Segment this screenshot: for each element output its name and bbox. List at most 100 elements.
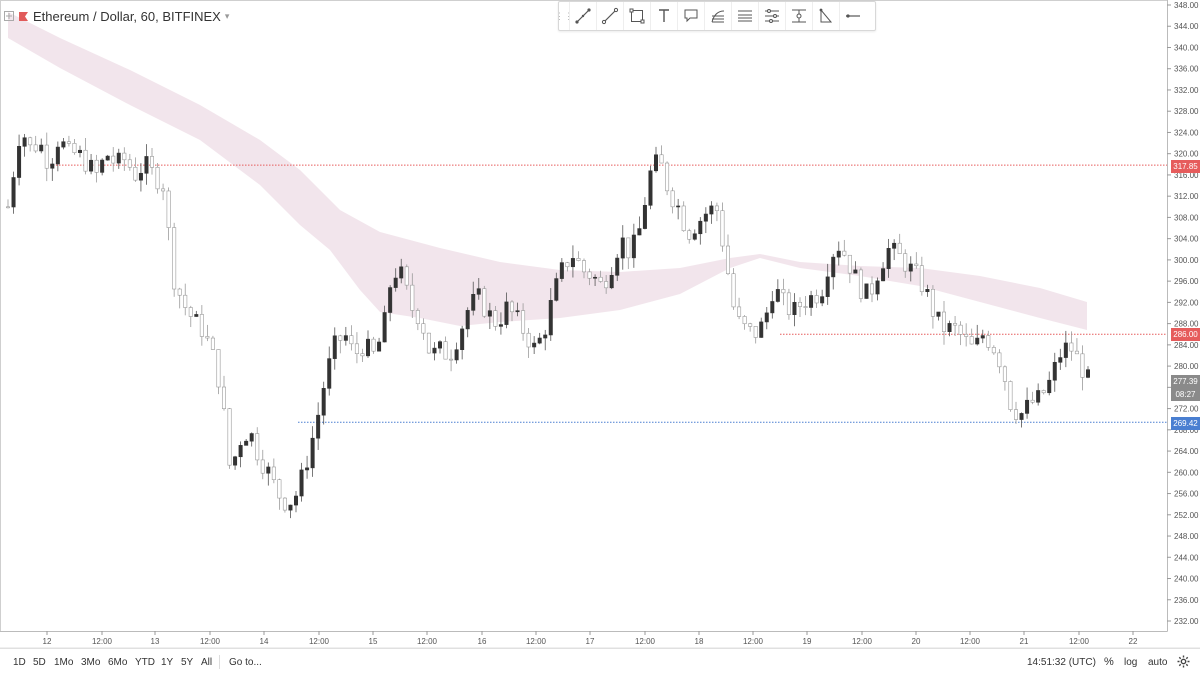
parallel-channel-icon[interactable] xyxy=(731,2,758,30)
candle[interactable] xyxy=(1074,338,1079,355)
candle[interactable] xyxy=(687,228,692,244)
trend-line-icon[interactable] xyxy=(596,2,623,30)
candle[interactable] xyxy=(886,238,891,278)
short-position-icon[interactable] xyxy=(785,2,812,30)
candle[interactable] xyxy=(521,303,526,341)
candle[interactable] xyxy=(515,302,520,317)
candle[interactable] xyxy=(449,349,454,372)
candle[interactable] xyxy=(648,165,653,210)
candle[interactable] xyxy=(1002,365,1007,391)
candle[interactable] xyxy=(559,258,564,282)
candle[interactable] xyxy=(260,449,265,480)
candle[interactable] xyxy=(89,153,94,175)
candle[interactable] xyxy=(1008,380,1013,412)
candle[interactable] xyxy=(44,132,49,182)
candle[interactable] xyxy=(897,233,902,254)
candle[interactable] xyxy=(11,171,16,214)
candle[interactable] xyxy=(609,267,614,290)
candle[interactable] xyxy=(581,258,586,279)
candle[interactable] xyxy=(803,295,808,316)
candle[interactable] xyxy=(100,158,105,176)
candle[interactable] xyxy=(498,312,503,335)
candle[interactable] xyxy=(770,291,775,319)
candle[interactable] xyxy=(471,281,476,316)
candle[interactable] xyxy=(199,305,204,346)
candle[interactable] xyxy=(205,324,210,342)
candle[interactable] xyxy=(792,293,797,327)
candle[interactable] xyxy=(1069,331,1074,361)
candle[interactable] xyxy=(670,187,675,214)
candle[interactable] xyxy=(631,223,636,268)
candle[interactable] xyxy=(493,306,498,331)
candle[interactable] xyxy=(548,288,553,341)
candle[interactable] xyxy=(371,336,376,354)
candle[interactable] xyxy=(1019,412,1024,428)
candle[interactable] xyxy=(869,276,874,303)
candle[interactable] xyxy=(914,252,919,269)
candle[interactable] xyxy=(930,285,935,329)
candle[interactable] xyxy=(1080,345,1085,391)
candle[interactable] xyxy=(742,315,747,330)
candle[interactable] xyxy=(249,432,254,447)
candle[interactable] xyxy=(665,161,670,196)
goto-button[interactable]: Go to... xyxy=(229,657,262,668)
rectangle-icon[interactable] xyxy=(623,2,650,30)
text-icon[interactable] xyxy=(650,2,677,30)
range-3mo-button[interactable]: 3Mo xyxy=(81,657,101,668)
candle[interactable] xyxy=(17,134,22,186)
hide-toolbar-icon[interactable] xyxy=(4,11,14,21)
candle[interactable] xyxy=(288,504,293,519)
range-ytd-button[interactable]: YTD xyxy=(135,657,155,668)
candle[interactable] xyxy=(177,287,182,309)
candle[interactable] xyxy=(958,321,963,346)
candle[interactable] xyxy=(537,332,542,345)
candle[interactable] xyxy=(415,308,420,331)
candle[interactable] xyxy=(908,256,913,282)
candle[interactable] xyxy=(78,145,83,158)
callout-icon[interactable] xyxy=(677,2,704,30)
candle[interactable] xyxy=(753,326,758,344)
candle[interactable] xyxy=(293,491,298,513)
candle[interactable] xyxy=(94,154,99,183)
candle[interactable] xyxy=(399,258,404,284)
chevron-down-icon[interactable]: ▾ xyxy=(224,10,230,21)
candle[interactable] xyxy=(72,138,77,155)
candle[interactable] xyxy=(814,289,819,309)
candle[interactable] xyxy=(116,148,121,169)
candle[interactable] xyxy=(831,253,836,290)
candle[interactable] xyxy=(731,268,736,310)
candle[interactable] xyxy=(941,301,946,345)
candle[interactable] xyxy=(50,158,55,181)
candle[interactable] xyxy=(432,342,437,361)
candle[interactable] xyxy=(543,329,548,351)
candle[interactable] xyxy=(55,141,60,172)
log-toggle[interactable]: log xyxy=(1124,657,1138,668)
candle[interactable] xyxy=(1058,348,1063,370)
candle[interactable] xyxy=(692,229,697,241)
candle[interactable] xyxy=(316,402,321,450)
candle[interactable] xyxy=(1047,371,1052,396)
candle[interactable] xyxy=(509,300,514,322)
candle[interactable] xyxy=(554,272,559,302)
candle[interactable] xyxy=(66,135,71,147)
candle[interactable] xyxy=(637,216,642,236)
candle[interactable] xyxy=(382,305,387,343)
candle[interactable] xyxy=(138,163,143,192)
candle[interactable] xyxy=(460,325,465,360)
candle[interactable] xyxy=(615,254,620,282)
candle[interactable] xyxy=(659,145,664,164)
candle[interactable] xyxy=(172,222,177,297)
horizontal-ray-icon[interactable] xyxy=(839,2,866,30)
candle[interactable] xyxy=(421,318,426,340)
candle[interactable] xyxy=(194,310,199,317)
candle[interactable] xyxy=(759,317,764,338)
candle[interactable] xyxy=(210,335,215,351)
candle[interactable] xyxy=(1086,366,1091,379)
candle[interactable] xyxy=(105,154,110,161)
candle[interactable] xyxy=(947,320,952,337)
candle[interactable] xyxy=(1063,330,1068,368)
candle[interactable] xyxy=(127,153,132,171)
candle[interactable] xyxy=(620,225,625,270)
candle[interactable] xyxy=(853,261,858,274)
candle[interactable] xyxy=(836,241,841,266)
